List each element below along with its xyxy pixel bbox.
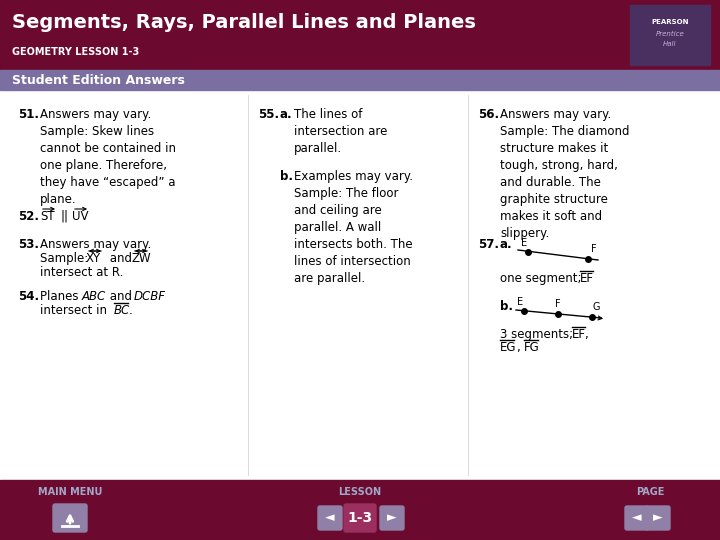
Text: EF,: EF, <box>572 328 590 341</box>
Text: EF: EF <box>580 272 594 285</box>
Text: Answers may vary.
Sample: Skew lines
cannot be contained in
one plane. Therefore: Answers may vary. Sample: Skew lines can… <box>40 108 176 206</box>
Text: EG: EG <box>500 341 516 354</box>
Bar <box>0 0 720 70</box>
Text: DCBF: DCBF <box>134 290 166 303</box>
Text: ST: ST <box>40 210 55 223</box>
Text: MAIN MENU: MAIN MENU <box>38 487 102 497</box>
FancyBboxPatch shape <box>318 506 342 530</box>
Text: PAGE: PAGE <box>636 487 664 497</box>
Text: Sample:: Sample: <box>40 252 92 265</box>
Text: 54.: 54. <box>18 290 39 303</box>
Text: Prentice: Prentice <box>656 31 685 37</box>
Text: UV: UV <box>72 210 89 223</box>
Bar <box>0 70 720 90</box>
Text: BC: BC <box>114 304 130 317</box>
Text: ◄: ◄ <box>325 511 335 524</box>
Text: GEOMETRY LESSON 1-3: GEOMETRY LESSON 1-3 <box>12 47 139 57</box>
Text: 57.: 57. <box>478 238 499 251</box>
Text: b.: b. <box>500 300 513 313</box>
Text: E: E <box>521 238 527 247</box>
Text: PEARSON: PEARSON <box>652 19 689 25</box>
Text: LESSON: LESSON <box>338 487 382 497</box>
Text: one segment;: one segment; <box>500 272 585 285</box>
Text: intersect in: intersect in <box>40 304 111 317</box>
Text: 52.: 52. <box>18 210 39 223</box>
FancyBboxPatch shape <box>646 506 670 530</box>
Bar <box>630 5 710 65</box>
Text: ◄: ◄ <box>632 511 642 524</box>
Text: ►: ► <box>387 511 397 524</box>
Text: 56.: 56. <box>478 108 499 121</box>
Text: Student Edition Answers: Student Edition Answers <box>12 73 185 86</box>
Text: Planes: Planes <box>40 290 82 303</box>
Text: Examples may vary.
Sample: The floor
and ceiling are
parallel. A wall
intersects: Examples may vary. Sample: The floor and… <box>294 170 413 285</box>
FancyBboxPatch shape <box>625 506 649 530</box>
Text: 1-3: 1-3 <box>348 511 372 525</box>
FancyBboxPatch shape <box>380 506 404 530</box>
Text: 55.: 55. <box>258 108 279 121</box>
Text: Answers may vary.: Answers may vary. <box>40 238 151 251</box>
Text: 51.: 51. <box>18 108 39 121</box>
Text: b.: b. <box>280 170 293 183</box>
Text: F: F <box>555 299 561 309</box>
Text: XY: XY <box>86 252 101 265</box>
Text: ABC: ABC <box>82 290 107 303</box>
Text: E: E <box>517 296 523 307</box>
Text: 3 segments;: 3 segments; <box>500 328 577 341</box>
Text: and: and <box>106 252 136 265</box>
Text: and: and <box>106 290 136 303</box>
Text: ZW: ZW <box>132 252 152 265</box>
FancyBboxPatch shape <box>344 504 376 532</box>
Text: Segments, Rays, Parallel Lines and Planes: Segments, Rays, Parallel Lines and Plane… <box>12 12 476 31</box>
Text: Hall: Hall <box>663 41 677 47</box>
Text: a.: a. <box>280 108 292 121</box>
Text: Answers may vary.
Sample: The diamond
structure makes it
tough, strong, hard,
an: Answers may vary. Sample: The diamond st… <box>500 108 629 240</box>
Text: F: F <box>591 244 597 254</box>
Text: a.: a. <box>500 238 513 251</box>
FancyBboxPatch shape <box>53 504 87 532</box>
Text: ,: , <box>516 341 520 354</box>
Text: .: . <box>129 304 132 317</box>
Text: ||: || <box>60 210 68 223</box>
Text: 53.: 53. <box>18 238 39 251</box>
Bar <box>0 90 720 480</box>
Text: G: G <box>593 302 600 312</box>
Text: ►: ► <box>653 511 663 524</box>
Bar <box>0 480 720 540</box>
Text: intersect at R.: intersect at R. <box>40 266 123 279</box>
Text: The lines of
intersection are
parallel.: The lines of intersection are parallel. <box>294 108 387 155</box>
Text: FG: FG <box>524 341 540 354</box>
